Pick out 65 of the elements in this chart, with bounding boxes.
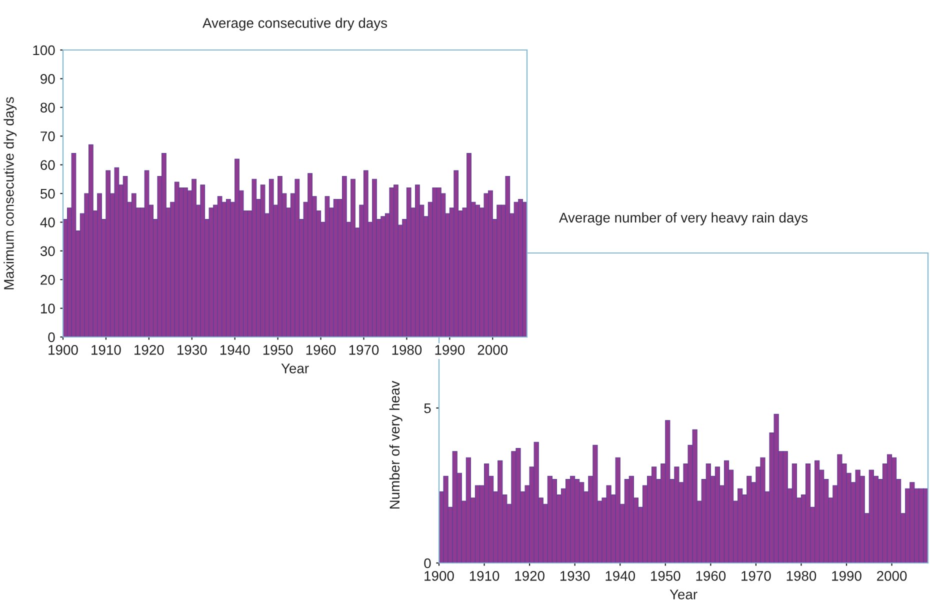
bar xyxy=(380,216,386,337)
x-tick-label: 2000 xyxy=(478,345,508,355)
x-tick-label: 1910 xyxy=(92,345,121,355)
bar xyxy=(208,208,214,337)
x-tick-label: 1960 xyxy=(306,345,336,355)
y-tick-label: 40 xyxy=(40,218,55,228)
bar xyxy=(475,204,480,337)
x-tick-label: 1980 xyxy=(786,571,816,581)
bar xyxy=(484,193,489,337)
x-tick-label: 1920 xyxy=(134,345,164,355)
bar xyxy=(496,204,502,337)
y-tick-label: 60 xyxy=(40,160,55,170)
chart-title: Average number of very heavy rain days xyxy=(558,212,808,226)
chart-title: Average consecutive dry days xyxy=(202,18,388,31)
x-tick-label: 1900 xyxy=(48,345,78,355)
x-tick-label: 1930 xyxy=(178,345,207,355)
x-tick-label: 1950 xyxy=(651,571,680,581)
bar xyxy=(324,196,330,337)
x-axis-title: Year xyxy=(281,364,309,374)
x-tick-label: 1930 xyxy=(560,571,590,581)
bar xyxy=(805,464,811,563)
bar xyxy=(505,176,510,337)
x-tick-label: 1920 xyxy=(515,571,544,581)
x-tick-label: 1970 xyxy=(742,571,771,581)
y-tick-label: 20 xyxy=(40,274,55,285)
bar xyxy=(466,457,471,563)
bar xyxy=(552,479,557,563)
y-tick-label: 0 xyxy=(48,332,55,342)
bar xyxy=(792,464,797,563)
y-axis-title: Number of very heav xyxy=(389,380,402,509)
x-tick-label: 1900 xyxy=(424,571,454,581)
bar xyxy=(454,170,459,337)
y-tick-label: 0 xyxy=(424,558,431,568)
x-tick-label: 1950 xyxy=(263,345,293,355)
bar xyxy=(114,167,120,337)
y-tick-label: 30 xyxy=(40,246,55,256)
bar xyxy=(432,187,438,337)
x-tick-label: 1960 xyxy=(696,571,726,581)
x-axis-title: Year xyxy=(670,590,698,600)
bar xyxy=(192,178,196,337)
bar xyxy=(200,184,206,337)
x-tick-label: 1910 xyxy=(470,571,500,581)
y-tick-label: 100 xyxy=(33,45,55,56)
x-tick-label: 1940 xyxy=(606,571,636,581)
x-tick-label: 1990 xyxy=(832,571,862,581)
y-axis-title: Maximum consecutive dry days xyxy=(4,97,17,290)
bar xyxy=(443,476,448,563)
y-tick-label: 10 xyxy=(40,304,55,314)
y-tick-label: 80 xyxy=(40,102,55,113)
bar xyxy=(782,451,788,563)
x-tick-label: 1970 xyxy=(349,345,379,355)
x-tick-label: 1940 xyxy=(220,345,250,355)
bar xyxy=(714,466,720,563)
x-tick-label: 2000 xyxy=(877,571,907,581)
y-tick-label: 70 xyxy=(40,131,55,142)
bar xyxy=(294,178,300,337)
bar xyxy=(106,170,111,337)
bar xyxy=(518,198,523,337)
x-tick-label: 1980 xyxy=(392,345,422,355)
y-tick-label: 50 xyxy=(40,188,55,199)
y-tick-label: 5 xyxy=(424,403,431,414)
bar xyxy=(252,178,257,337)
bar xyxy=(389,187,394,337)
y-tick-label: 90 xyxy=(40,74,55,84)
x-tick-label: 1990 xyxy=(435,345,465,355)
